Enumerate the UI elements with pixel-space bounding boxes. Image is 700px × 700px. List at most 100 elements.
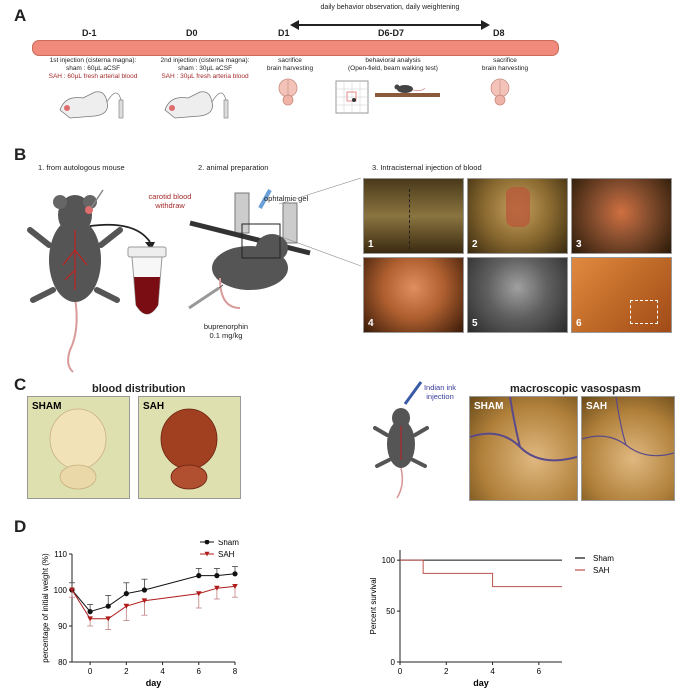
day-label-d6d7: D6-D7: [378, 28, 405, 38]
data-point-sah: [214, 585, 220, 591]
x-tick-label: 4: [490, 667, 495, 676]
step-3-label: 3. Intracisternal injection of blood: [372, 163, 482, 172]
surgery-photo-2: 2: [467, 178, 568, 254]
data-point-sah: [105, 616, 112, 622]
timeline-bar: [32, 40, 559, 56]
d1-line2: brain harvesting: [266, 65, 314, 72]
data-point-sham: [87, 609, 93, 615]
data-point-sham: [214, 573, 220, 579]
d1-line1: sacrifice: [278, 57, 302, 64]
data-point-sham: [141, 587, 148, 593]
x-tick-label: 2: [444, 667, 449, 676]
day-label-dm1: D-1: [82, 28, 97, 38]
surgery-photo-1: 1: [363, 178, 464, 254]
photo-number-1: 1: [368, 239, 374, 250]
ink-line2: injection: [426, 392, 454, 401]
d8-line1: sacrifice: [493, 57, 517, 64]
day-label-d8: D8: [493, 28, 505, 38]
panel-a-letter: A: [14, 6, 27, 25]
buprenorphin-label: buprenorphin 0.1 mg/kg: [196, 322, 256, 340]
surgery-photo-6: 6: [571, 257, 672, 333]
dm1-line3: SAH : 60µL fresh arterial blood: [48, 73, 138, 80]
d8-description: sacrifice brain harvesting: [470, 57, 540, 73]
sham-brain-photo: SHAM: [27, 396, 130, 499]
legend-marker-sham: [204, 540, 210, 545]
sham-vasospasm-photo: SHAM: [469, 396, 578, 501]
data-point-sah: [87, 616, 93, 622]
series-line-sham: [71, 573, 236, 613]
carotid-label: carotid blood withdraw: [140, 192, 200, 210]
blood-tube: [127, 246, 167, 315]
zoom-lines: [278, 178, 362, 267]
panel-b-letter: B: [14, 145, 27, 164]
x-tick-label: 6: [537, 667, 542, 676]
d0-line3: SAH : 30µL fresh arteria blood: [161, 73, 249, 80]
x-tick-label: 0: [398, 667, 403, 676]
legend-label-sah: SAH: [218, 550, 235, 559]
d67-line2: (Open-field, beam walking test): [348, 65, 438, 72]
sah-brain-photo: SAH: [138, 396, 241, 499]
x-axis-label: day: [146, 678, 162, 688]
data-point-sah: [141, 598, 148, 604]
sah-vessels: [582, 397, 674, 457]
step-2-label: 2. animal preparation: [198, 163, 269, 172]
data-point-sah: [69, 587, 75, 593]
surgery-photo-3: 3: [571, 178, 672, 254]
d0-description: 2nd injection (cisterna magna): sham : 3…: [140, 57, 270, 81]
sham-vessels: [470, 397, 577, 462]
step-1-label: 1. from autologous mouse: [38, 163, 125, 172]
legend-label-sham: Sham: [593, 554, 614, 563]
brain-icon-d1: [278, 78, 298, 106]
indian-ink-mouse: [373, 381, 429, 499]
ink-line1: Indian ink: [423, 383, 457, 392]
x-tick-label: 2: [124, 667, 129, 676]
carotid-line1: carotid blood: [148, 192, 192, 201]
sham-brain-shape: [49, 408, 107, 490]
data-point-sah: [123, 603, 130, 609]
d0-line2: sham : 30µL aCSF: [177, 65, 233, 72]
bup-line2: 0.1 mg/kg: [209, 331, 243, 340]
surgery-photo-4: 4: [363, 257, 464, 333]
legend-label-sah: SAH: [593, 566, 610, 575]
d67-description: behavioral analysis (Open-field, beam wa…: [338, 57, 448, 73]
sham-label-right: SHAM: [474, 401, 504, 412]
data-point-sah: [195, 591, 202, 597]
d67-line1: behavioral analysis: [365, 57, 421, 64]
x-tick-label: 4: [160, 667, 165, 676]
y-tick-label: 100: [382, 556, 396, 565]
weight-chart: 80 90 100 110 0 2 4 6 8 day percentage of initial …: [41, 540, 239, 688]
mouse-injection-icon-1: [59, 91, 124, 119]
open-field-icon: [335, 80, 369, 114]
autologous-mouse-illustration: [27, 189, 123, 373]
y-tick-label: 80: [58, 658, 67, 667]
data-point-sham: [105, 603, 111, 609]
y-tick-label: 110: [54, 550, 67, 559]
sah-label-right: SAH: [586, 401, 608, 412]
mouse-injection-icon-2: [164, 91, 229, 119]
animal-preparation-illustration: [189, 189, 311, 309]
x-tick-label: 0: [88, 667, 93, 676]
y-tick-label: 100: [54, 586, 68, 595]
data-point-sham: [232, 571, 238, 577]
y-axis-label: Percent survival: [369, 577, 378, 634]
day-label-d1: D1: [278, 28, 290, 38]
data-point-sham: [123, 591, 129, 597]
bup-line1: buprenorphin: [203, 322, 249, 331]
d1-description: sacrifice brain harvesting: [255, 57, 325, 73]
daily-observation-arrow: [290, 20, 490, 30]
y-tick-label: 90: [58, 622, 67, 631]
sah-vasospasm-photo: SAH: [581, 396, 675, 501]
series-line-sah: [400, 559, 562, 588]
sah-brain-shape: [160, 408, 218, 490]
data-point-sham: [196, 573, 202, 579]
photo-number-2: 2: [472, 239, 478, 250]
buprenorphin-syringe: [188, 284, 224, 310]
y-tick-label: 0: [391, 658, 396, 667]
day-label-d0: D0: [186, 28, 198, 38]
surgery-photo-5: 5: [467, 257, 568, 333]
photo-number-4: 4: [368, 318, 374, 329]
legend-label-sham: Sham: [218, 540, 239, 547]
series-line-sah: [71, 585, 236, 620]
carotid-line2: withdraw: [155, 201, 185, 210]
y-axis-label: percentage of initial weight (%): [41, 553, 50, 663]
